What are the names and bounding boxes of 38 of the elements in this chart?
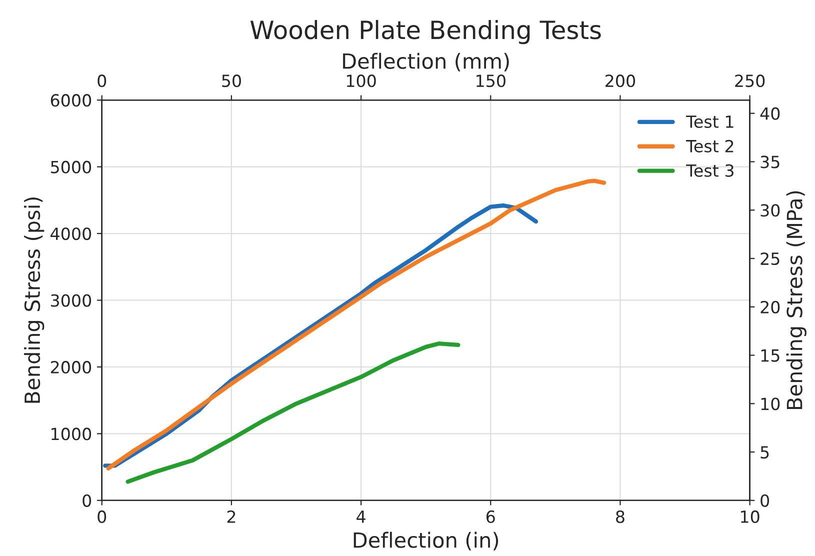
y2-axis-title: Bending Stress (MPa) [786, 191, 806, 410]
y-tick-label: 2000 [50, 360, 92, 374]
y2-tick-label: 5 [760, 446, 769, 459]
line-series [106, 178, 606, 470]
y-tick-label: 1000 [52, 428, 92, 440]
x2-tick-label: 200 [606, 74, 636, 88]
x2-tick-label: 50 [222, 74, 241, 88]
y2-tick-label: 20 [760, 300, 780, 314]
x-axis-title: Deflection (in) [354, 532, 498, 550]
x-tick-label: 6 [486, 510, 495, 524]
line-series [126, 342, 460, 484]
y-tick-label: 5000 [51, 160, 92, 174]
y2-tick-label: 30 [760, 204, 780, 217]
y-tick-label: 3000 [51, 294, 92, 307]
x-tick-label: 2 [227, 510, 236, 523]
y2-tick-label: 40 [760, 107, 780, 120]
y2-tick-label: 35 [760, 156, 780, 168]
x-tick-label: 0 [98, 510, 106, 524]
y2-tick-label: 10 [761, 398, 780, 410]
legend-label: Test 3 [686, 164, 734, 177]
legend-label: Test 1 [686, 116, 734, 128]
x2-tick-label: 0 [98, 74, 106, 88]
y2-tick-label: 0 [760, 494, 770, 507]
y2-tick-label: 15 [761, 349, 780, 362]
legend-label: Test 2 [686, 140, 734, 152]
x-tick-label: 10 [741, 510, 760, 524]
x2-axis-title: Deflection (mm) [343, 52, 509, 72]
y-axis-title: Bending Stress (psi) [24, 197, 44, 403]
x2-tick-label: 150 [476, 74, 506, 88]
y-tick-label: 0 [82, 494, 92, 507]
chart-title: Wooden Plate Bending Tests [250, 20, 601, 44]
x-tick-label: 4 [356, 510, 366, 523]
x2-tick-label: 250 [735, 74, 765, 88]
x-tick-label: 8 [616, 510, 624, 524]
x2-tick-label: 100 [346, 74, 376, 88]
y-tick-label: 4000 [50, 227, 92, 240]
y-tick-label: 6000 [50, 94, 92, 107]
y2-tick-label: 25 [760, 252, 780, 266]
